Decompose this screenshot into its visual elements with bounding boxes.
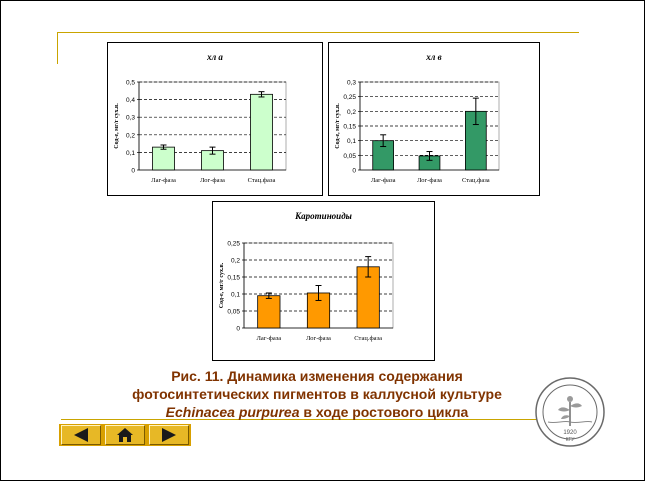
y-tick-label: 0,2 (347, 109, 356, 116)
y-axis-label: Сод-е, мг/г сух.в. (114, 103, 120, 149)
chart-title: хл а (207, 52, 223, 62)
bar (257, 295, 281, 329)
x-tick-label: Лог-фаза (200, 177, 225, 184)
house-icon (117, 428, 133, 442)
caption-line-3-rest: в ходе ростового цикла (299, 404, 469, 420)
y-axis-label: Сод-е, мг/г сух.в. (219, 262, 225, 308)
bar (152, 146, 175, 171)
y-tick-label: 0,05 (343, 153, 356, 160)
y-tick-label: 0,05 (227, 309, 240, 316)
x-tick-label: Стац.фаза (462, 177, 490, 184)
y-tick-label: 0,25 (227, 241, 240, 248)
triangle-right-icon (162, 428, 176, 442)
y-tick-label: 0,2 (126, 132, 135, 139)
navigation-bar (59, 424, 191, 446)
y-axis-label: Сод-е, мг/г сух.в. (335, 103, 341, 149)
caption-line-2: фотосинтетических пигментов в каллусной … (132, 386, 502, 402)
home-button[interactable] (105, 425, 145, 445)
bar-chart-chl-a: 0 0,1 0,2 0,3 0,4 0,5 Сод-е, мг/г сух.в. Лаг-фа… (114, 80, 287, 184)
next-slide-button[interactable] (149, 425, 189, 445)
caption-line-1: Рис. 11. Динамика изменения содержания (171, 368, 463, 384)
chart-title: хл в (426, 52, 442, 62)
svg-text:КГУ: КГУ (566, 437, 576, 443)
x-tick-label: Лог-фаза (306, 335, 331, 342)
y-tick-label: 0,1 (231, 292, 240, 299)
decorative-rule-left (57, 32, 58, 64)
x-tick-label: Стац.фаза (248, 177, 276, 184)
chart-panel-chl-b: хл в 0 0,05 0,1 0,15 0,2 0,25 0,3 Сод-е, мг/г с… (328, 42, 540, 196)
caption-species: Echinacea purpurea (165, 404, 300, 420)
y-tick-label: 0 (236, 326, 240, 333)
y-tick-label: 0,1 (347, 138, 356, 145)
decorative-rule-top (57, 32, 579, 33)
x-tick-label: Лаг-фаза (256, 335, 281, 342)
bar-chart-chl-b: 0 0,05 0,1 0,15 0,2 0,25 0,3 Сод-е, мг/г сух.в.… (335, 80, 500, 184)
y-tick-label: 0,4 (126, 97, 135, 104)
y-tick-label: 0,5 (126, 80, 135, 87)
y-tick-label: 0 (352, 168, 356, 175)
y-tick-label: 0,15 (343, 124, 356, 131)
figure-caption: Рис. 11. Динамика изменения содержания ф… (77, 367, 557, 421)
x-tick-label: Лаг-фаза (151, 177, 176, 184)
previous-slide-button[interactable] (61, 425, 101, 445)
x-tick-label: Стац.фаза (354, 335, 382, 342)
x-tick-label: Лаг-фаза (371, 177, 396, 184)
university-seal-logo: 1920 КГУ (535, 377, 605, 447)
x-tick-label: Лог-фаза (417, 177, 442, 184)
y-tick-label: 0,2 (231, 258, 240, 265)
chart-title: Каротиноиды (295, 211, 352, 221)
svg-text:1920: 1920 (563, 430, 577, 436)
decorative-rule-bottom (61, 419, 604, 420)
y-tick-label: 0,25 (343, 94, 356, 101)
chart-panel-chl-a: хл а 0 0,1 0,2 0,3 0,4 0,5 Сод-е, мг/г сух.в. Л… (107, 42, 323, 196)
y-tick-label: 0,3 (347, 80, 356, 87)
y-tick-label: 0,15 (227, 275, 240, 282)
y-tick-label: 0,3 (126, 115, 135, 122)
triangle-left-icon (74, 428, 88, 442)
y-tick-label: 0,1 (126, 150, 135, 157)
bar-chart-carotenoids: 0 0,05 0,1 0,15 0,2 0,25 Сод-е, мг/г сух.в. Лаг… (219, 241, 394, 342)
y-tick-label: 0 (131, 168, 135, 175)
chart-panel-carotenoids: Каротиноиды 0 0,05 0,1 0,15 0,2 0,25 Сод-е, мг… (212, 201, 435, 361)
bar (250, 93, 273, 171)
caption-line-3: Echinacea purpurea в ходе ростового цикл… (77, 403, 557, 421)
